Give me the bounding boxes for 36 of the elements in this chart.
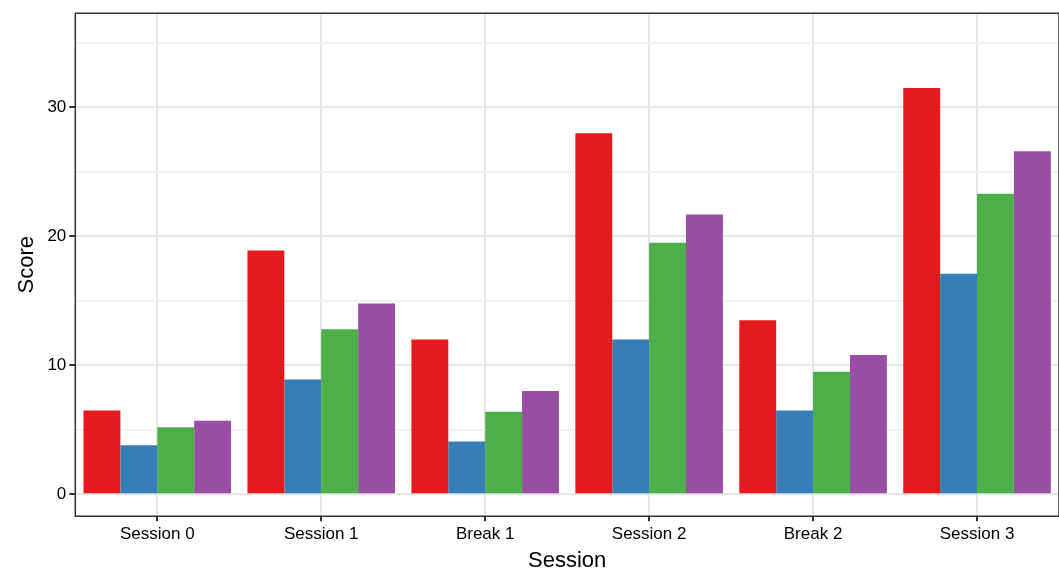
x-tick-label: Session 3	[939, 524, 1015, 544]
bar	[284, 379, 322, 494]
bar	[522, 391, 559, 494]
bar	[649, 242, 687, 494]
bar	[157, 427, 195, 494]
x-axis-title: Session	[528, 546, 607, 572]
x-tick-label: Break 1	[455, 524, 515, 544]
bar	[120, 445, 158, 494]
bar	[575, 133, 613, 494]
bar	[849, 354, 887, 494]
bar	[448, 441, 486, 494]
y-axis-title: Score	[13, 235, 39, 294]
x-tick-label: Session 2	[611, 524, 687, 544]
bar	[83, 410, 121, 494]
bar	[776, 410, 814, 494]
bar	[977, 193, 1014, 494]
bar	[612, 339, 650, 494]
bar	[321, 329, 359, 494]
bar	[358, 303, 396, 494]
x-tick-label: Session 1	[283, 524, 359, 544]
x-tick-label: Break 2	[783, 524, 843, 544]
y-tick-label: 10	[47, 354, 67, 374]
y-tick-label: 0	[56, 483, 67, 503]
bar	[411, 339, 449, 494]
bar	[813, 371, 850, 494]
x-tick-label: Session 0	[119, 524, 195, 544]
bar	[903, 88, 941, 494]
bar	[247, 250, 285, 494]
y-tick-label: 30	[47, 97, 67, 117]
bar	[485, 411, 523, 494]
bar	[686, 214, 723, 494]
bar	[940, 273, 978, 494]
y-tick-label: 20	[47, 226, 67, 246]
bar	[1013, 151, 1051, 494]
bar	[194, 420, 232, 494]
bar	[739, 320, 777, 494]
